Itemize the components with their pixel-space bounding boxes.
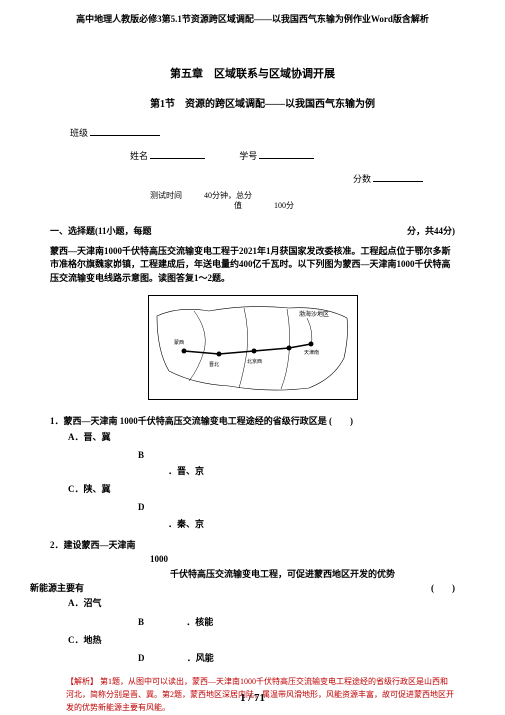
test-info: 测试时间 40分钟，总分 值 100分: [50, 191, 455, 212]
class-label: 班级: [70, 128, 88, 138]
test-time-label: 测试时间: [150, 191, 182, 200]
q2-optD-prefix: D: [138, 653, 145, 663]
page-total: 71: [254, 692, 265, 704]
id-label: 学号: [239, 151, 257, 161]
class-row: 班级: [50, 126, 455, 139]
section-title: 第1节 资源的跨区域调配——以我国西气东输为例: [50, 95, 455, 110]
passage-text: 蒙西—天津南1000千伏特高压交流输变电工程于2021年1月获国家发改委核准。工…: [50, 245, 455, 286]
map-figure: 渤海沙地区 蒙西 晋北 北京西 天津南: [148, 295, 358, 400]
question-1: 1．蒙西—天津南 1000千伏特高压交流输变电工程途经的省级行政区是 ( ) A…: [50, 414, 455, 532]
score-label: 分数: [353, 174, 371, 184]
q1-optD: ．秦、京: [168, 519, 204, 529]
q1-optB: ．晋、京: [168, 466, 204, 476]
name-id-row: 姓名 学号: [50, 149, 455, 162]
q1-text: 1．蒙西—天津南 1000千伏特高压交流输变电工程途经的省级行政区是 ( ): [50, 414, 455, 428]
q1-optB-prefix: B: [138, 450, 144, 460]
doc-header-title: 高中地理人教版必修3第5.1节资源跨区域调配——以我国西气东输为例作业Word版…: [50, 12, 455, 25]
section1-right: 分，共44分): [407, 224, 455, 237]
q1-options: A．晋、冀 B ．晋、京 C．陕、冀 D ．秦、京: [50, 429, 455, 532]
q2-optD: ．风能: [187, 653, 214, 663]
q2-optA: A．沼气: [68, 598, 102, 608]
q1-optA: A．晋、冀: [68, 432, 111, 442]
q2-subtext: 新能源主要有 ( ): [30, 581, 455, 595]
svg-text:北京西: 北京西: [247, 358, 262, 365]
svg-text:渤海沙地区: 渤海沙地区: [299, 310, 329, 318]
q2-optC: C．地热: [68, 635, 102, 645]
name-label: 姓名: [130, 151, 148, 161]
score-row: 分数: [50, 172, 455, 185]
svg-text:天津南: 天津南: [304, 349, 319, 356]
q2-optB: ．核能: [186, 617, 213, 627]
test-time-value: 40分钟，总分: [204, 191, 252, 200]
q1-optD-prefix: D: [138, 502, 145, 512]
full-score: 100分: [274, 201, 294, 210]
section1-left: 一、选择题(11小题，每题: [50, 224, 152, 237]
q2-optB-prefix: B: [138, 617, 144, 627]
svg-text:蒙西: 蒙西: [174, 339, 184, 346]
chapter-title: 第五章 区域联系与区域协调开展: [50, 65, 455, 81]
question-2: 2．建设蒙西—天津南 1000 千伏特高压交流输变电工程，可促进蒙西地区开发的优…: [50, 538, 455, 666]
score-value-label: 值: [234, 201, 242, 210]
section1-heading: 一、选择题(11小题，每题 分，共44分): [50, 224, 455, 237]
svg-text:晋北: 晋北: [209, 361, 219, 368]
answer-label: 【解析】: [66, 677, 98, 686]
q2-text: 2．建设蒙西—天津南 1000 千伏特高压交流输变电工程，可促进蒙西地区开发的优…: [50, 538, 455, 581]
q2-options: A．沼气 B ．核能 C．地热 D ．风能: [50, 595, 455, 666]
q1-optC: C．陕、冀: [68, 484, 111, 494]
page-number: 1 / 71: [0, 692, 505, 704]
page-sep: /: [245, 692, 254, 704]
